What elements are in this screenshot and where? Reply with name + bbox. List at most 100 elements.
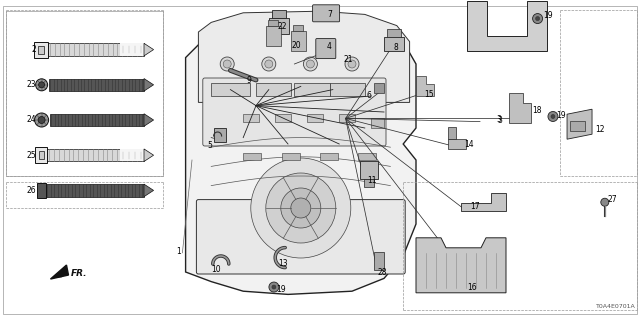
- Text: 19: 19: [276, 285, 286, 294]
- Circle shape: [532, 13, 543, 24]
- Text: 2: 2: [31, 45, 36, 54]
- Text: 7: 7: [328, 10, 333, 19]
- Bar: [272, 10, 286, 18]
- Bar: [320, 153, 338, 160]
- Text: 22: 22: [278, 22, 287, 31]
- Text: 3: 3: [496, 116, 501, 124]
- Bar: [339, 114, 355, 122]
- Bar: [387, 29, 401, 37]
- Bar: [266, 26, 280, 46]
- Text: 20: 20: [291, 41, 301, 50]
- Bar: [38, 151, 44, 159]
- Text: 19: 19: [556, 111, 566, 120]
- Text: 3: 3: [497, 116, 502, 125]
- FancyArrowPatch shape: [56, 272, 64, 277]
- Bar: [47, 149, 144, 162]
- Polygon shape: [567, 109, 592, 139]
- Circle shape: [35, 113, 49, 127]
- Text: 12: 12: [595, 125, 605, 134]
- Polygon shape: [144, 78, 154, 91]
- Bar: [50, 114, 144, 126]
- Polygon shape: [144, 184, 154, 197]
- Bar: [120, 43, 144, 56]
- Bar: [374, 84, 385, 93]
- Circle shape: [345, 57, 359, 71]
- Bar: [120, 149, 144, 162]
- Text: 10: 10: [211, 265, 221, 274]
- Bar: [45, 184, 144, 197]
- Polygon shape: [144, 43, 154, 56]
- Text: 11: 11: [367, 176, 376, 185]
- Bar: [371, 118, 384, 128]
- Circle shape: [265, 60, 273, 68]
- Polygon shape: [144, 149, 154, 162]
- Text: 8: 8: [394, 43, 398, 52]
- Polygon shape: [144, 114, 154, 126]
- Bar: [374, 252, 385, 270]
- Text: 21: 21: [343, 55, 353, 64]
- Text: 13: 13: [278, 259, 288, 268]
- Bar: [269, 18, 289, 34]
- Circle shape: [220, 57, 234, 71]
- Text: 24: 24: [26, 116, 36, 124]
- Circle shape: [36, 79, 47, 91]
- Text: 18: 18: [532, 106, 542, 115]
- Circle shape: [38, 82, 45, 88]
- Bar: [364, 179, 374, 187]
- Text: 16: 16: [467, 284, 477, 292]
- Circle shape: [551, 115, 555, 118]
- Bar: [448, 127, 456, 139]
- Bar: [358, 153, 376, 160]
- Circle shape: [548, 111, 558, 122]
- Text: 27: 27: [608, 196, 618, 204]
- Circle shape: [266, 173, 336, 243]
- Bar: [448, 139, 466, 149]
- Bar: [275, 114, 291, 122]
- Text: 15: 15: [424, 90, 434, 99]
- Polygon shape: [467, 1, 547, 51]
- Circle shape: [291, 198, 311, 218]
- Circle shape: [269, 282, 279, 292]
- Text: 4: 4: [326, 42, 332, 51]
- Bar: [268, 20, 278, 26]
- Circle shape: [303, 57, 317, 71]
- Polygon shape: [186, 13, 416, 294]
- Bar: [291, 31, 306, 51]
- Circle shape: [536, 17, 540, 20]
- Text: 9: 9: [246, 76, 251, 85]
- Circle shape: [281, 188, 321, 228]
- Polygon shape: [509, 93, 531, 123]
- Bar: [49, 78, 144, 91]
- Bar: [47, 43, 144, 56]
- Text: 19: 19: [543, 11, 552, 20]
- Polygon shape: [51, 265, 68, 279]
- Bar: [384, 37, 404, 51]
- Bar: [282, 153, 300, 160]
- Circle shape: [272, 285, 276, 289]
- FancyBboxPatch shape: [316, 39, 336, 59]
- Circle shape: [251, 158, 351, 258]
- Bar: [330, 83, 365, 96]
- Text: 6: 6: [366, 92, 371, 100]
- Bar: [360, 161, 378, 179]
- Text: 25: 25: [26, 151, 36, 160]
- Bar: [307, 114, 323, 122]
- FancyBboxPatch shape: [312, 5, 340, 22]
- Circle shape: [348, 60, 356, 68]
- Bar: [6, 11, 163, 176]
- Bar: [294, 83, 330, 96]
- Text: 5: 5: [207, 141, 212, 150]
- Bar: [36, 183, 45, 197]
- Bar: [243, 153, 261, 160]
- Circle shape: [262, 57, 276, 71]
- Bar: [570, 121, 585, 131]
- Bar: [243, 114, 259, 122]
- Polygon shape: [461, 193, 506, 211]
- Circle shape: [307, 60, 314, 68]
- Text: 17: 17: [470, 202, 480, 211]
- Polygon shape: [416, 238, 506, 293]
- Bar: [214, 128, 227, 142]
- Circle shape: [38, 116, 45, 124]
- Bar: [34, 42, 47, 58]
- Text: FR.: FR.: [70, 268, 87, 277]
